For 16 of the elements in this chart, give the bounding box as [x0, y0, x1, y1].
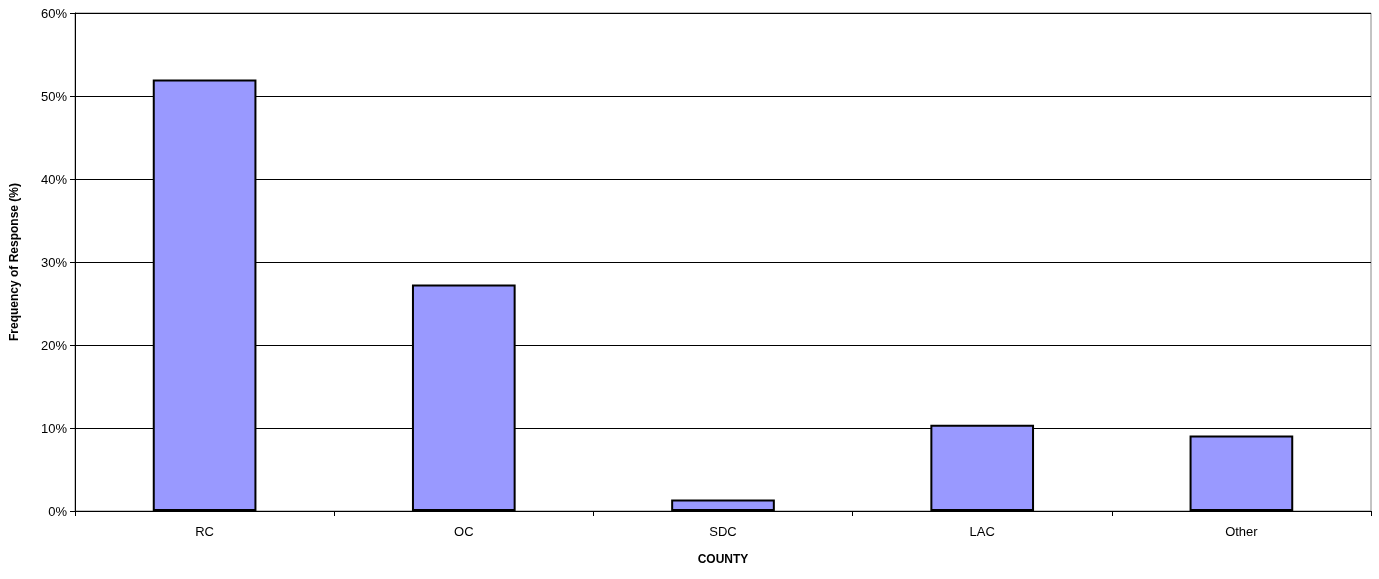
x-tick-label: OC: [454, 524, 474, 539]
y-tick-label: 40%: [40, 171, 68, 187]
y-axis-title: Frequency of Response (%): [7, 182, 21, 342]
y-tick-label: 50%: [40, 88, 68, 104]
y-tick-label: 10%: [40, 420, 68, 436]
y-tick-label: 30%: [40, 254, 68, 270]
y-tick-label: 60%: [40, 5, 68, 21]
bar: [1189, 435, 1294, 511]
y-tick-label: 0%: [48, 503, 68, 519]
y-tick-label: 20%: [40, 337, 68, 353]
x-tick-label: RC: [195, 524, 214, 539]
x-tick-label: SDC: [709, 524, 737, 539]
x-axis-title: COUNTY: [697, 552, 749, 566]
x-tick-label: LAC: [969, 524, 995, 539]
x-tick-label: Other: [1225, 524, 1259, 539]
bar: [671, 499, 775, 511]
